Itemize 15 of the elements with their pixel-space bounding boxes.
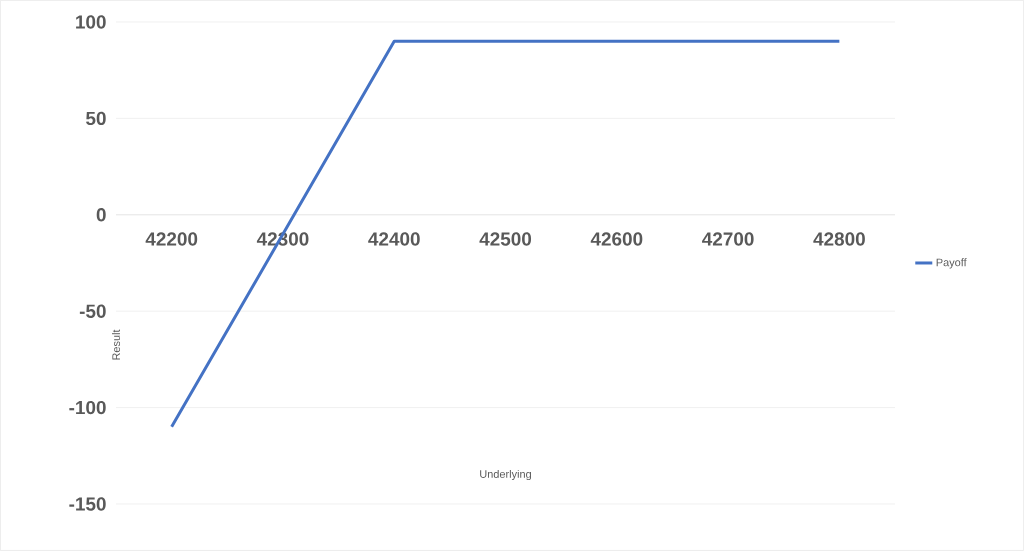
x-tick-label: 42200 bbox=[145, 232, 198, 246]
y-tick-label: 0 bbox=[96, 208, 106, 222]
x-tick-label: 42600 bbox=[590, 232, 643, 246]
x-tick-label: 42400 bbox=[368, 232, 420, 246]
y-axis-title: Result bbox=[111, 329, 121, 360]
legend-label: Payoff bbox=[936, 258, 967, 269]
y-tick-label: -150 bbox=[69, 497, 106, 511]
y-tick-label: 100 bbox=[76, 15, 106, 29]
x-tick-label: 42500 bbox=[479, 232, 532, 246]
y-tick-label: -100 bbox=[69, 400, 106, 415]
y-tick-label: -50 bbox=[79, 304, 106, 318]
x-tick-label: 42700 bbox=[702, 232, 754, 246]
x-tick-label: 42800 bbox=[813, 232, 865, 246]
x-axis-title: Underlying bbox=[480, 469, 531, 481]
y-tick-label: 50 bbox=[86, 111, 106, 126]
